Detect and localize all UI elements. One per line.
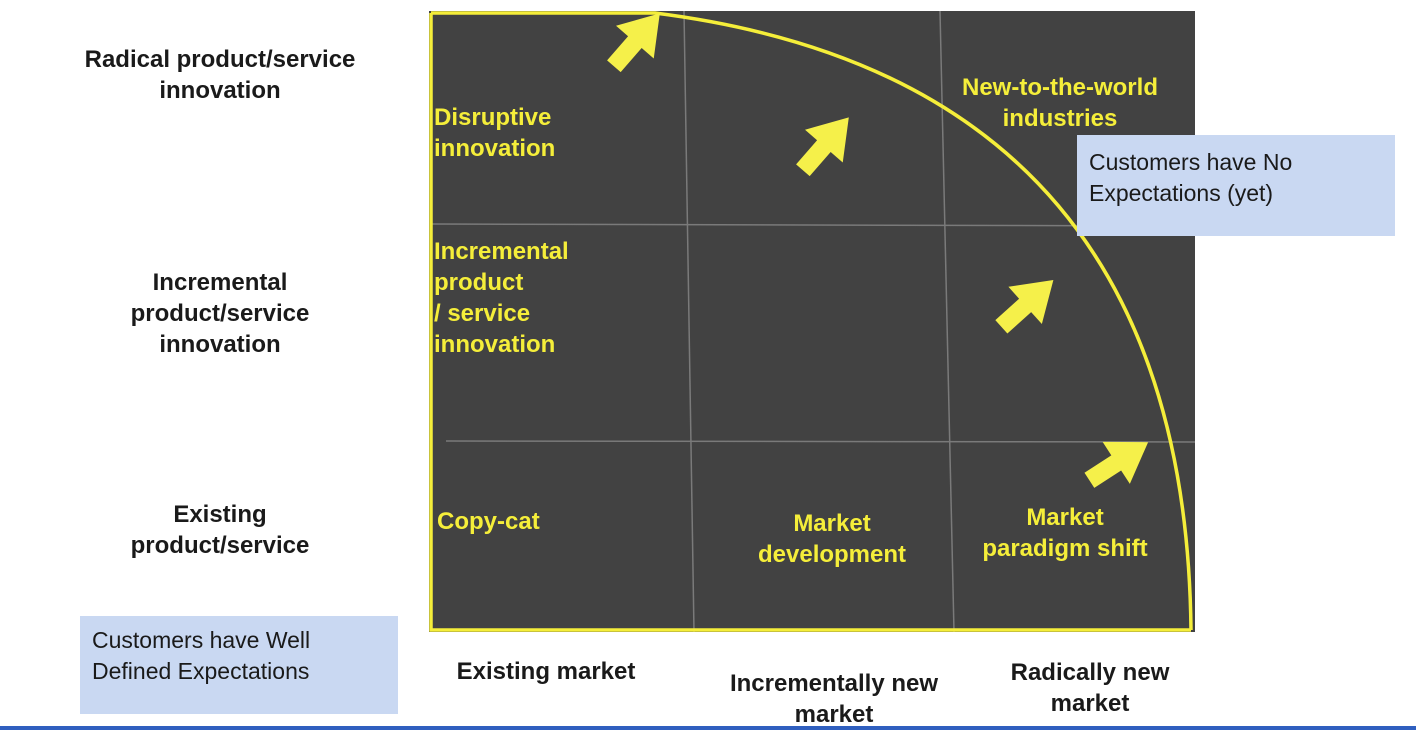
callout-no-expectations-line-1: Customers have No — [1089, 149, 1293, 175]
cell-copycat-line-1: Copy-cat — [437, 508, 540, 535]
arrow-up-right-icon — [1084, 441, 1149, 488]
cell-disruptive-line-2: innovation — [434, 135, 556, 162]
x-label-incrementally-new-market: Incrementally new market — [684, 668, 984, 730]
y-label-incremental: Incremental product/service innovation — [30, 267, 410, 360]
grid-vertical-1 — [683, 10, 695, 633]
matrix-border — [429, 11, 1193, 632]
cell-market-dev-line-1: Market — [793, 510, 871, 537]
y-label-radical: Radical product/service innovation — [30, 44, 410, 106]
callout-well-defined-expectations: Customers have Well Defined Expectations — [80, 616, 398, 714]
y-label-existing-line-1: Existing — [173, 501, 267, 528]
x-label-incremental-line-2: market — [794, 701, 874, 728]
cell-paradigm-line-1: Market — [1026, 504, 1104, 531]
cell-market-paradigm-shift: Market paradigm shift — [952, 502, 1178, 564]
x-label-radically-new-market: Radically new market — [940, 657, 1240, 719]
cell-market-dev-line-2: development — [757, 541, 907, 568]
x-label-radical-line-2: market — [1050, 690, 1130, 717]
bottom-accent-line — [0, 726, 1416, 730]
x-label-existing-line-1: Existing market — [456, 658, 636, 685]
arrow-up-right-icon — [796, 117, 849, 177]
cell-market-development: Market development — [712, 508, 952, 570]
cell-disruptive-line-1: Disruptive — [434, 104, 552, 131]
cell-new-world-line-2: industries — [1002, 105, 1118, 132]
cell-incremental-innovation: Incremental product / service innovation — [434, 236, 569, 360]
cell-paradigm-line-2: paradigm shift — [982, 535, 1148, 562]
cell-incremental-line-3: / service — [434, 300, 531, 327]
y-label-incremental-line-3: innovation — [159, 331, 281, 358]
y-label-radical-line-1: Radical product/service — [84, 46, 356, 73]
cell-new-world-line-1: New-to-the-world — [962, 74, 1158, 101]
grid-vertical-2 — [939, 10, 955, 633]
cell-disruptive-innovation: Disruptive innovation — [434, 102, 555, 164]
y-label-existing-line-2: product/service — [130, 532, 310, 559]
callout-well-defined-line-1: Customers have Well — [92, 627, 311, 653]
callout-well-defined-line-2: Defined Expectations — [92, 658, 310, 684]
callout-no-expectations-line-2: Expectations (yet) — [1089, 180, 1274, 206]
cell-incremental-line-1: Incremental — [434, 238, 569, 265]
arrow-up-right-icon — [607, 13, 660, 73]
y-label-incremental-line-2: product/service — [130, 300, 310, 327]
cell-incremental-line-2: product — [434, 269, 524, 296]
x-label-incremental-line-1: Incrementally new — [729, 670, 939, 697]
callout-no-expectations: Customers have No Expectations (yet) — [1077, 135, 1395, 236]
x-label-existing-market: Existing market — [396, 656, 696, 687]
y-label-radical-line-2: innovation — [159, 77, 281, 104]
grid-horizontal-2 — [445, 440, 1196, 443]
cell-incremental-line-4: innovation — [434, 331, 556, 358]
x-label-radical-line-1: Radically new — [1010, 659, 1170, 686]
grid-horizontal-1 — [431, 223, 1196, 227]
y-label-existing: Existing product/service — [30, 499, 410, 561]
cell-new-to-the-world-industries: New-to-the-world industries — [930, 72, 1190, 134]
y-label-incremental-line-1: Incremental — [152, 269, 288, 296]
cell-copy-cat: Copy-cat — [437, 506, 540, 537]
arrow-up-right-icon — [995, 279, 1054, 334]
matrix-panel — [429, 11, 1195, 632]
